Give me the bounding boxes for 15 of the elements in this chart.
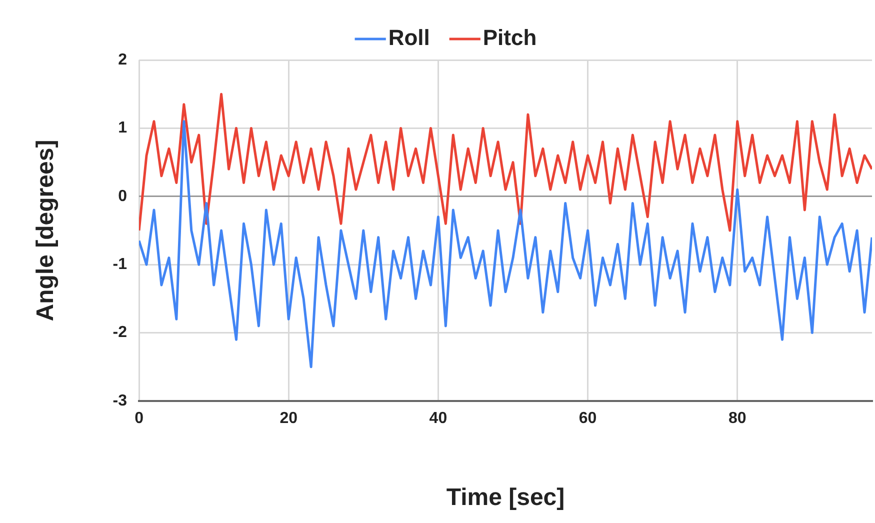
- y-tick-label: -3: [112, 392, 128, 410]
- y-tick-label: -1: [112, 256, 128, 274]
- x-tick-label: 20: [280, 410, 298, 428]
- y-tick-label: -2: [112, 324, 128, 342]
- y-tick-label: 0: [118, 188, 128, 205]
- x-tick-label: 0: [134, 410, 144, 428]
- x-tick-label: 80: [728, 410, 746, 428]
- legend-label: Roll: [388, 25, 430, 50]
- x-tick-label: 40: [429, 410, 448, 428]
- x-tick-label: 60: [578, 410, 597, 428]
- y-tick-label: 1: [118, 120, 128, 137]
- legend-label: Pitch: [482, 25, 537, 50]
- y-axis-title: Angle [degrees]: [32, 140, 60, 322]
- x-axis-title: Time [sec]: [446, 484, 565, 512]
- y-tick-label: 2: [118, 51, 128, 68]
